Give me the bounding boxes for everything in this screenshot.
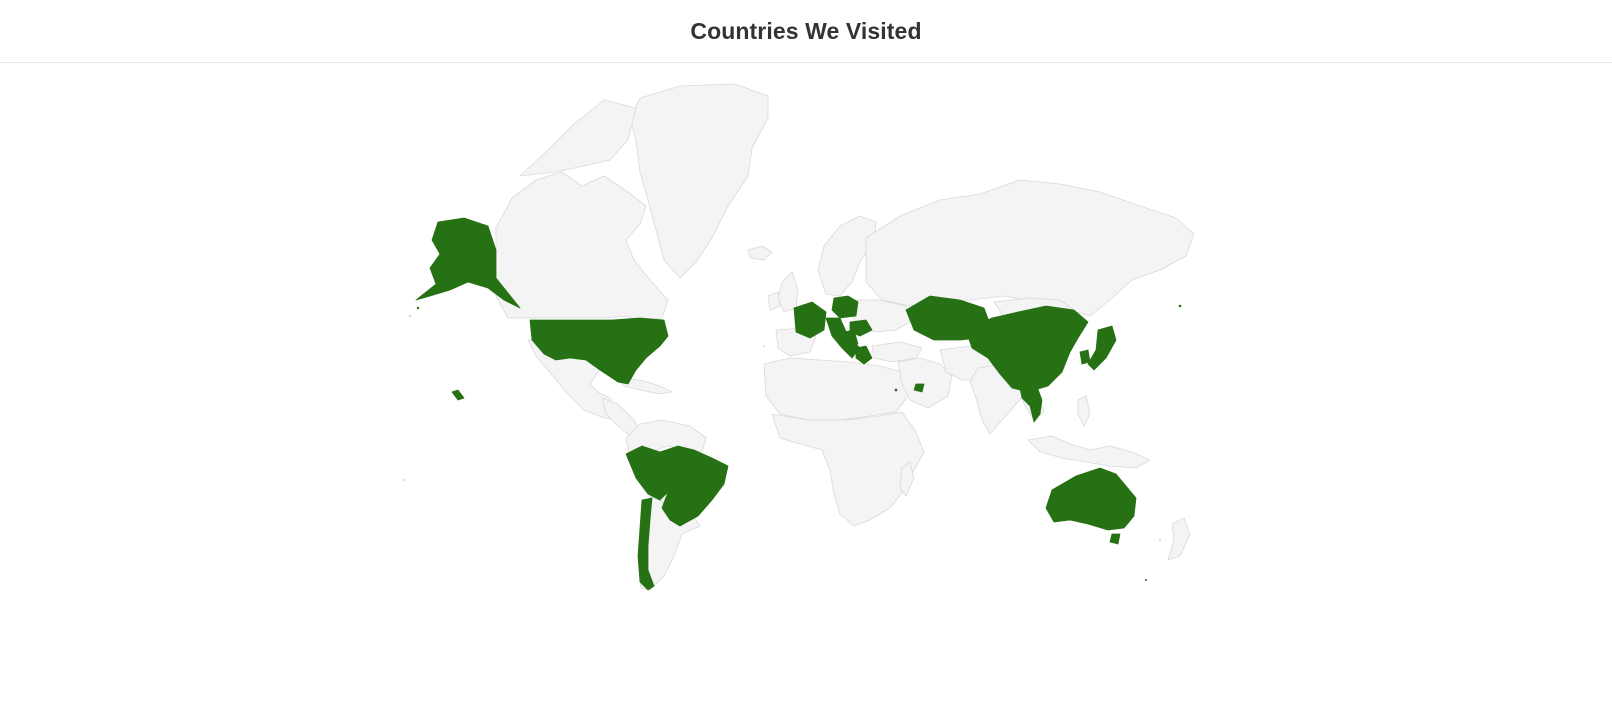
country-philippines [1077,395,1091,427]
country-madagascar [899,461,915,497]
country-croatia [843,329,859,347]
country-canadian-arctic-islands [519,99,637,177]
island-dot [894,388,898,392]
country-australia [1109,533,1121,545]
page-header: Countries We Visited [0,0,1612,63]
country-united-states [529,317,669,385]
country-new-zealand [1167,517,1191,561]
world-map-svg [402,83,1195,591]
country-japan [1087,325,1117,371]
island-dot [402,478,406,482]
country-poland [831,295,859,319]
country-hungary [849,319,873,337]
country-peru [625,445,669,501]
country-greece [855,345,873,365]
country-ireland [767,291,781,311]
country-united-kingdom [777,271,799,313]
island-dot [763,345,765,347]
country-sub-saharan-africa [771,411,925,527]
country-france [793,301,827,339]
country-north-africa [763,357,909,421]
country-caribbean [617,377,673,395]
country-south-korea [1079,349,1091,365]
country-vietnam [1019,383,1043,423]
country-iceland [747,245,773,261]
island-dot [1145,579,1147,581]
country-turkey [871,341,923,363]
country-united-arab-emirates [913,383,925,393]
island-dot [408,314,412,318]
island-dot [1158,538,1162,542]
page-title: Countries We Visited [690,17,922,44]
country-chile [637,497,655,591]
country-china [965,305,1089,393]
country-brazil [659,445,729,527]
country-indonesia [1027,435,1151,469]
world-map [0,63,1612,721]
country-united-states [451,389,465,401]
country-russia [865,179,1195,317]
island-dot [416,306,420,310]
country-united-states [415,217,521,309]
island-dot [1178,304,1182,308]
country-australia [1045,467,1137,531]
country-greenland [629,83,769,279]
country-uruguay [679,501,699,519]
country-middle-east [897,357,953,409]
country-canada [495,171,669,323]
